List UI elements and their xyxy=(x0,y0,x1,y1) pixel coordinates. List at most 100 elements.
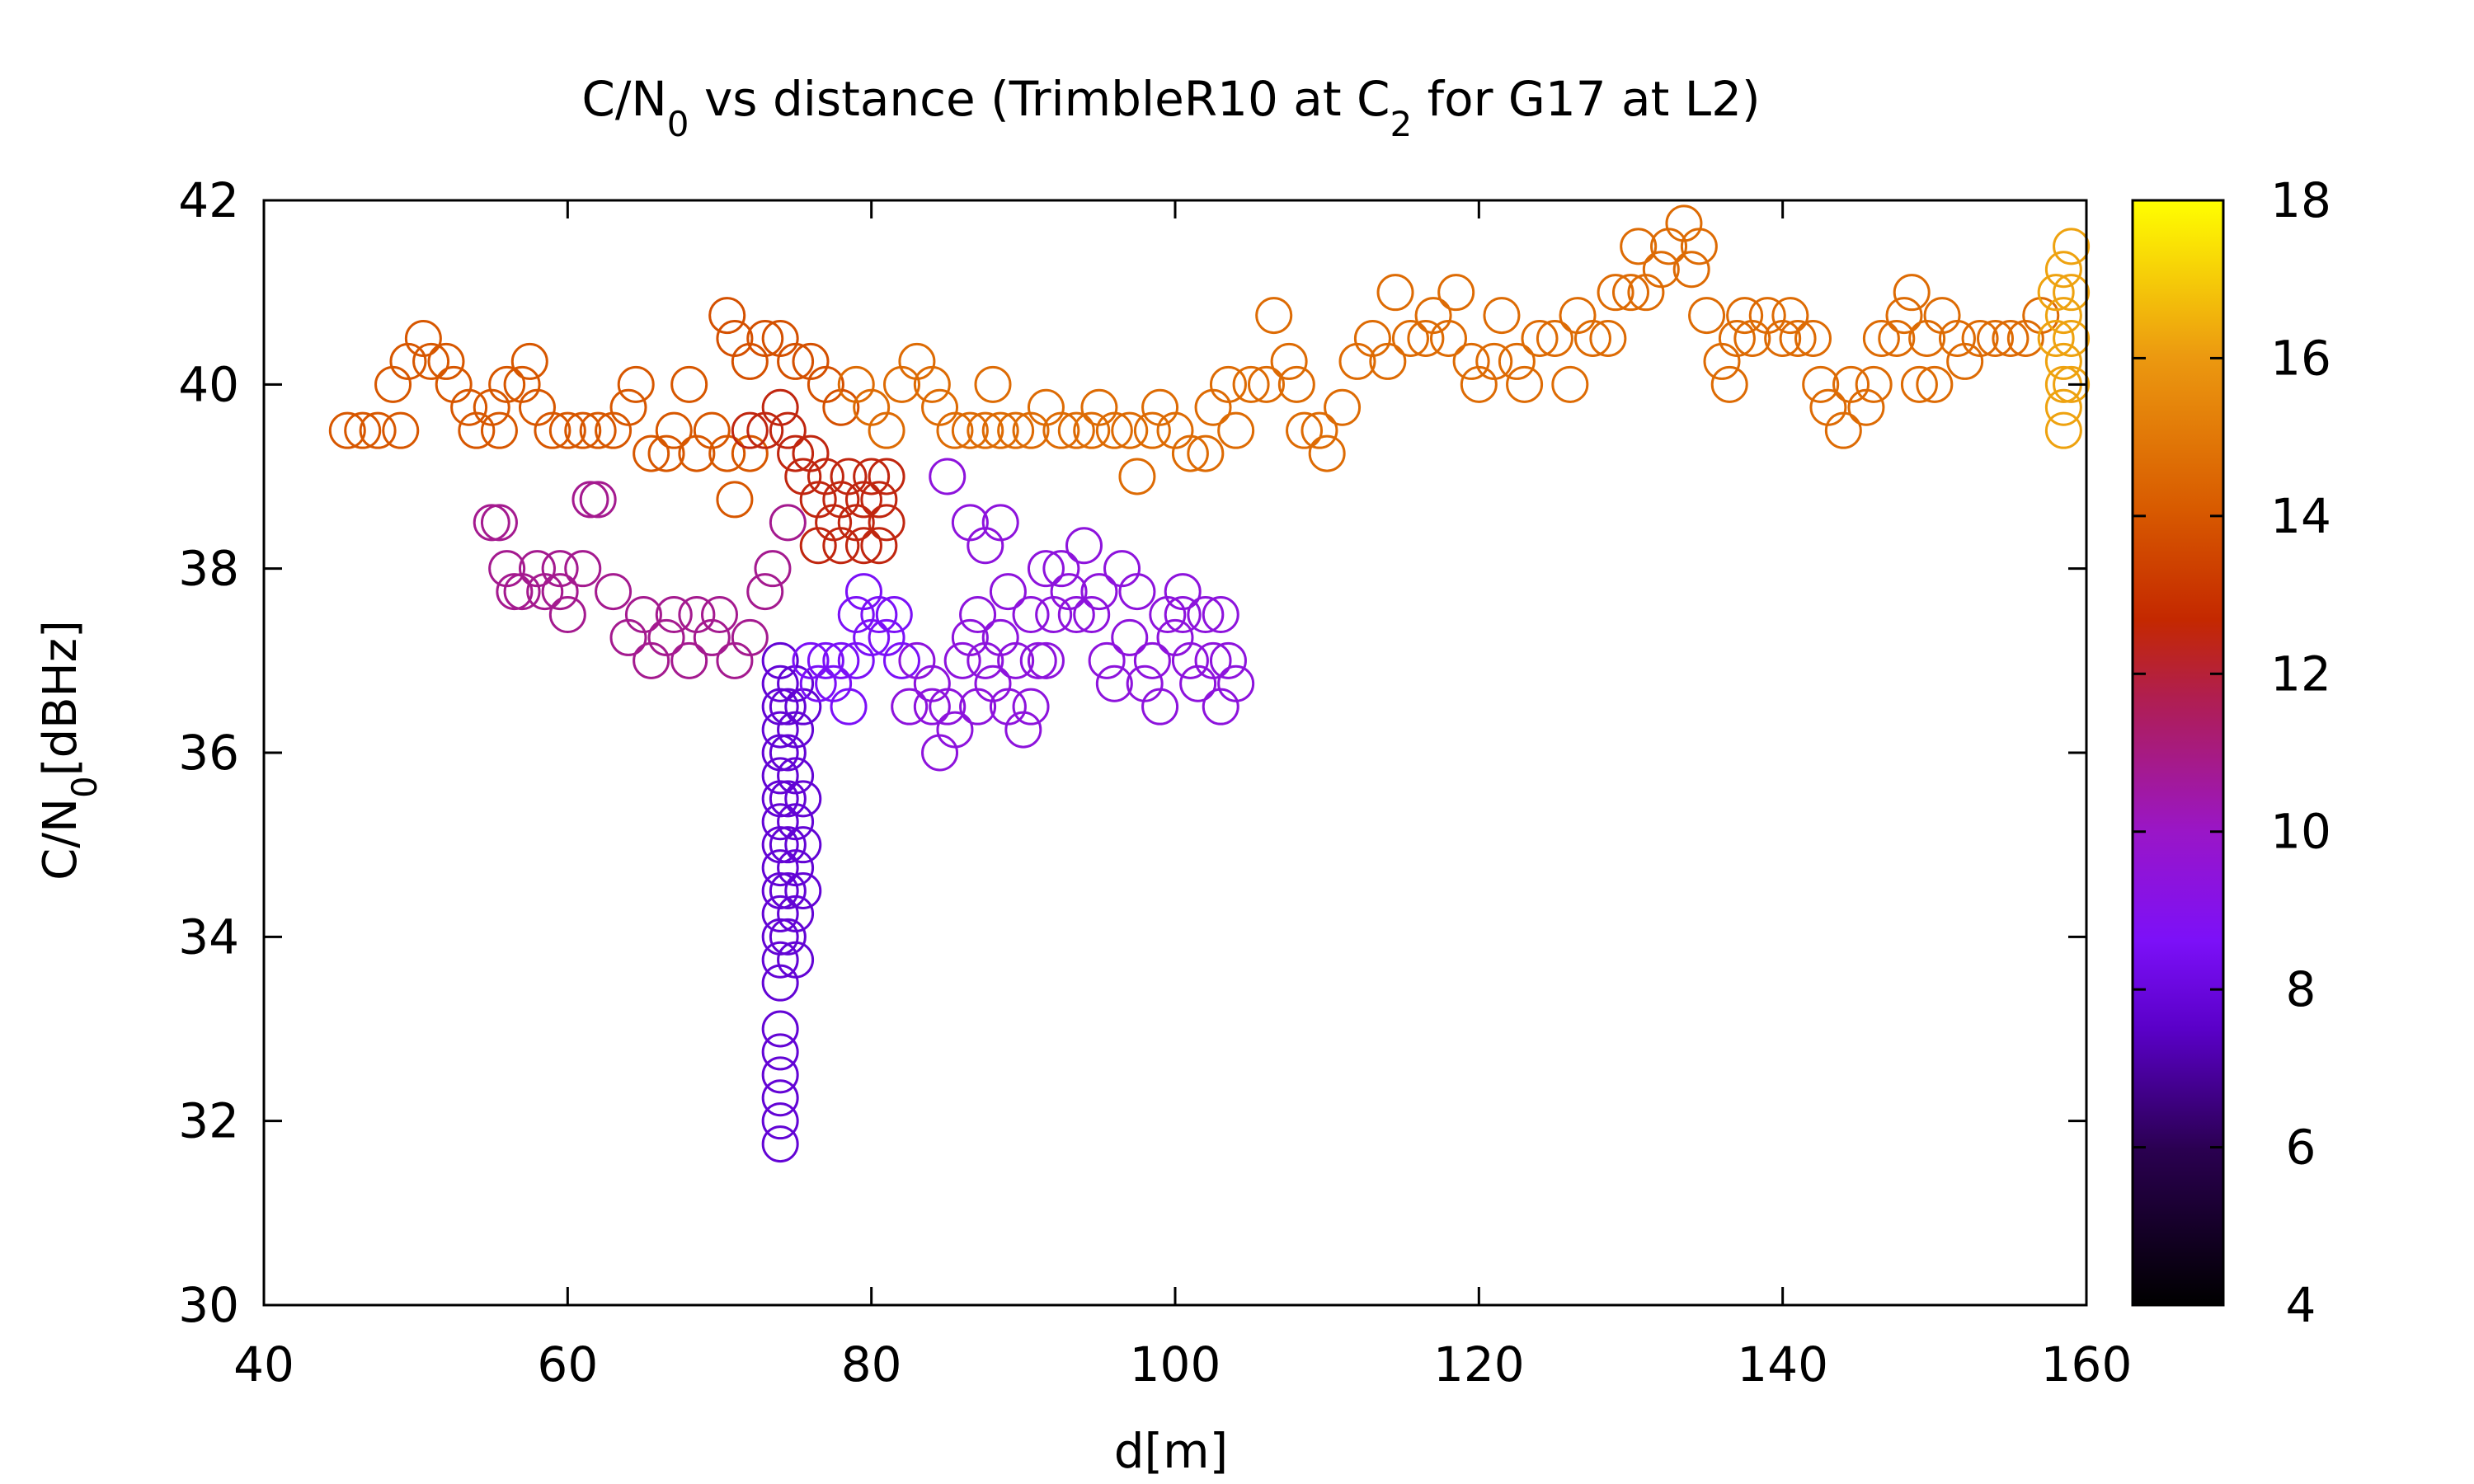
data-point xyxy=(1862,320,1900,357)
data-point xyxy=(898,641,936,679)
colorbar-tick-label: 16 xyxy=(2270,330,2331,386)
data-point xyxy=(761,895,799,932)
data-point xyxy=(473,388,510,426)
data-point xyxy=(844,527,882,565)
data-point xyxy=(1118,458,1156,495)
data-point xyxy=(1551,365,1589,403)
data-point xyxy=(1103,550,1141,588)
data-point xyxy=(1460,365,1498,403)
data-point xyxy=(374,365,412,403)
data-point xyxy=(981,411,1019,449)
data-point xyxy=(761,849,799,887)
data-point xyxy=(777,434,815,472)
data-point xyxy=(519,550,556,588)
y-tick-label: 38 xyxy=(178,541,239,597)
data-point xyxy=(913,688,951,726)
data-point xyxy=(2037,274,2075,312)
data-point xyxy=(1141,388,1179,426)
data-point xyxy=(1073,596,1111,633)
data-point xyxy=(1726,297,1764,335)
data-point xyxy=(1202,688,1239,726)
data-point xyxy=(1133,411,1171,449)
data-point xyxy=(1353,320,1391,357)
data-point xyxy=(974,365,1012,403)
data-point xyxy=(822,641,860,679)
data-point xyxy=(875,596,913,633)
data-point xyxy=(1672,251,1710,289)
x-tick-label: 80 xyxy=(841,1336,902,1392)
data-point xyxy=(1391,320,1429,357)
data-point xyxy=(1437,274,1475,312)
data-point xyxy=(1095,665,1133,702)
data-point xyxy=(693,411,731,449)
data-point xyxy=(777,895,815,932)
data-point xyxy=(761,803,799,841)
data-point xyxy=(1573,320,1611,357)
data-point xyxy=(1992,320,2030,357)
data-point xyxy=(1095,411,1133,449)
data-point xyxy=(1612,274,1649,312)
data-point xyxy=(746,573,784,611)
data-point xyxy=(1111,618,1149,656)
data-point xyxy=(868,618,905,656)
data-point xyxy=(1156,411,1194,449)
data-point xyxy=(1475,342,1513,380)
y-tick-label: 34 xyxy=(178,909,239,965)
data-point xyxy=(943,641,981,679)
data-point xyxy=(548,411,586,449)
data-point xyxy=(777,849,815,887)
data-point xyxy=(1893,274,1931,312)
data-point xyxy=(1620,228,1658,265)
data-point xyxy=(2037,320,2075,357)
data-point xyxy=(564,550,602,588)
data-point xyxy=(799,665,837,702)
data-point xyxy=(328,411,366,449)
y-tick-label: 32 xyxy=(178,1093,239,1149)
data-point xyxy=(701,596,738,633)
data-point xyxy=(1498,342,1536,380)
data-point xyxy=(2044,251,2082,289)
data-point xyxy=(693,618,731,656)
colorbar-tick-label: 4 xyxy=(2286,1277,2316,1333)
data-point xyxy=(1779,320,1817,357)
y-tick-label: 30 xyxy=(178,1277,239,1333)
colorbar-ticks: 4 6 8 10 12 14 16 18 xyxy=(2133,172,2331,1333)
data-point xyxy=(670,641,708,679)
data-points xyxy=(328,204,2091,1163)
data-point xyxy=(929,458,967,495)
data-point xyxy=(1141,688,1179,726)
data-point xyxy=(2053,365,2091,403)
data-point xyxy=(647,618,685,656)
axis-ticks: 40 60 80 100 120 140 160 30 32 34 36 38 40 42 xyxy=(178,172,2132,1392)
data-point xyxy=(473,504,510,542)
data-point xyxy=(844,573,882,611)
data-point xyxy=(1718,320,1756,357)
data-point xyxy=(754,550,792,588)
data-point xyxy=(1559,297,1597,335)
data-point xyxy=(670,365,708,403)
data-point xyxy=(868,504,905,542)
data-point xyxy=(1118,573,1156,611)
data-point xyxy=(936,411,974,449)
data-point xyxy=(815,665,853,702)
data-point xyxy=(655,411,693,449)
data-point xyxy=(344,411,382,449)
data-point xyxy=(951,411,989,449)
data-point xyxy=(1764,320,1802,357)
data-point xyxy=(1847,388,1885,426)
data-point xyxy=(807,641,844,679)
data-point xyxy=(1521,320,1559,357)
data-point xyxy=(359,411,397,449)
data-point xyxy=(1111,411,1149,449)
data-point xyxy=(382,411,420,449)
data-point xyxy=(731,411,769,449)
data-point xyxy=(1027,388,1065,426)
data-point xyxy=(519,388,556,426)
data-point xyxy=(564,411,602,449)
data-point xyxy=(784,688,822,726)
data-point xyxy=(761,665,799,702)
plot-frame xyxy=(262,199,2088,1307)
x-tick-label: 60 xyxy=(537,1336,598,1392)
data-point xyxy=(959,688,997,726)
data-point xyxy=(1597,274,1634,312)
